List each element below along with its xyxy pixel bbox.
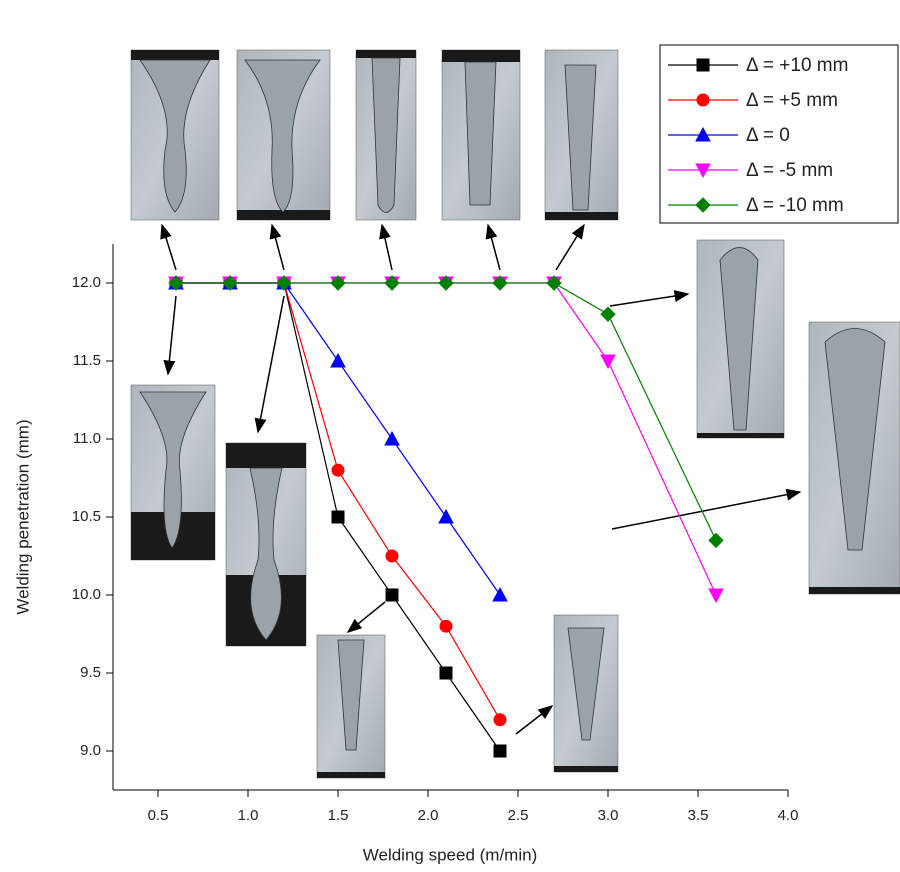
legend: Δ = +10 mm Δ = +5 mm Δ = 0 Δ = -5 mm Δ = -10…	[660, 45, 898, 223]
x-tick-label: 2.0	[418, 807, 439, 824]
legend-marker	[697, 59, 709, 71]
marker	[440, 667, 452, 679]
marker	[332, 511, 344, 523]
marker	[494, 745, 506, 757]
legend-label: Δ = -5 mm	[746, 160, 833, 181]
x-tick-label: 4.0	[778, 807, 799, 824]
marker	[386, 589, 398, 601]
y-tick-label: 12.0	[72, 274, 101, 291]
marker	[493, 588, 507, 601]
series-line	[176, 283, 500, 595]
marker	[332, 464, 344, 476]
marker	[601, 307, 615, 321]
x-axis-label: Welding speed (m/min)	[363, 845, 537, 864]
marker	[494, 714, 506, 726]
marker	[601, 355, 615, 368]
x-tick-label: 3.5	[688, 807, 709, 824]
y-tick-label: 11.0	[73, 430, 101, 447]
y-tick-label: 9.5	[80, 664, 101, 681]
chart: Δ = +10 mm Δ = +5 mm Δ = 0 Δ = -5 mm Δ = -10…	[0, 0, 900, 872]
marker	[331, 354, 345, 367]
y-tick-label: 9.0	[80, 742, 101, 759]
marker	[709, 533, 723, 547]
marker	[440, 620, 452, 632]
legend-label: Δ = +5 mm	[746, 90, 838, 111]
marker	[709, 589, 723, 602]
x-tick-label: 1.5	[328, 807, 349, 824]
marker	[439, 510, 453, 523]
y-tick-label: 10.0	[72, 586, 101, 603]
legend-marker	[697, 94, 709, 106]
y-tick-label: 10.5	[72, 508, 101, 525]
legend-label: Δ = 0	[746, 125, 790, 146]
y-tick-label: 11.5	[73, 352, 101, 369]
legend-label: Δ = +10 mm	[746, 55, 848, 76]
x-tick-label: 1.0	[238, 807, 259, 824]
marker	[386, 550, 398, 562]
x-tick-label: 3.0	[598, 807, 619, 824]
x-tick-label: 2.5	[508, 807, 529, 824]
x-tick-label: 0.5	[148, 807, 169, 824]
legend-label: Δ = -10 mm	[746, 195, 844, 216]
y-axis-label: Welding penetration (mm)	[13, 419, 32, 614]
marker	[385, 432, 399, 445]
